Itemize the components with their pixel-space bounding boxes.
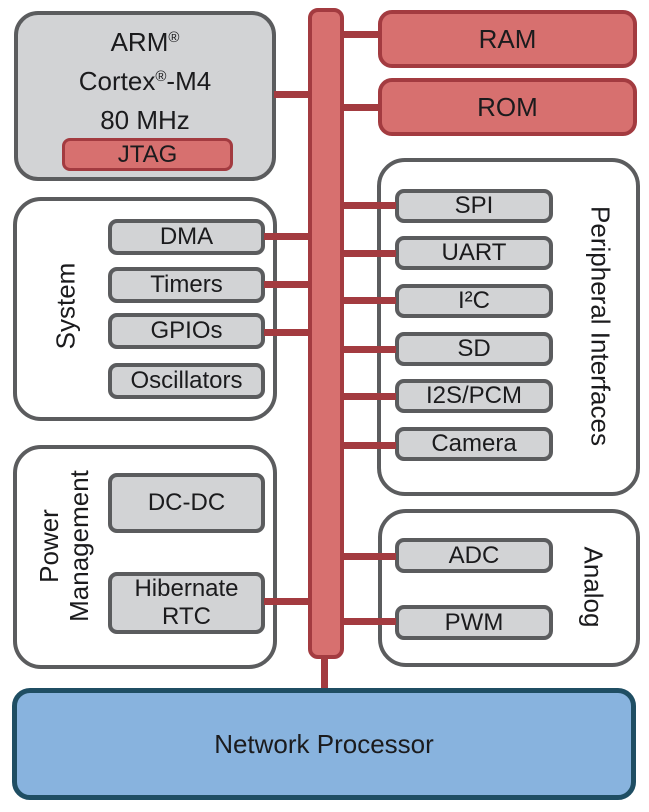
jtag-block: JTAG	[62, 138, 233, 171]
cpu-label-line2: Cortex®-M4	[78, 66, 212, 96]
rom-block: ROM	[378, 78, 637, 136]
power-management-group-label: Power Management	[34, 470, 94, 622]
connector-timers-bus	[264, 281, 310, 288]
sd-block: SD	[395, 332, 553, 366]
hibernate-rtc-block: Hibernate RTC	[108, 572, 265, 634]
power-management-group: Power Management DC-DC Hibernate RTC	[13, 445, 277, 669]
cpu-block: ARM® Cortex®-M4 80 MHz JTAG	[14, 11, 276, 181]
gpios-block: GPIOs	[108, 313, 265, 349]
connector-dma-bus	[264, 233, 310, 240]
adc-block: ADC	[395, 538, 553, 573]
network-processor-block: Network Processor	[12, 688, 636, 800]
connector-bus-pwm	[340, 618, 396, 625]
analog-group: Analog ADC PWM	[378, 509, 640, 667]
connector-bus-rom	[340, 104, 380, 111]
system-group: System DMA Timers GPIOs Oscillators	[13, 197, 277, 421]
ram-block: RAM	[378, 10, 637, 68]
timers-block: Timers	[108, 267, 265, 303]
dc-dc-block: DC-DC	[108, 473, 265, 533]
peripheral-interfaces-group: Peripheral Interfaces SPI UART I²C SD I2…	[377, 158, 640, 496]
pwm-block: PWM	[395, 605, 553, 640]
camera-block: Camera	[395, 427, 553, 461]
dma-block: DMA	[108, 219, 265, 255]
uart-block: UART	[395, 236, 553, 270]
connector-bus-sd	[340, 346, 396, 353]
bus-to-network-connector	[321, 655, 328, 690]
connector-bus-i2s-pcm	[340, 393, 396, 400]
connector-bus-spi	[340, 202, 396, 209]
peripheral-interfaces-group-label: Peripheral Interfaces	[585, 206, 616, 446]
oscillators-block: Oscillators	[108, 363, 265, 399]
cpu-label-line1: ARM®	[110, 27, 180, 57]
cpu-label-line3: 80 MHz	[100, 105, 190, 135]
connector-bus-ram	[340, 31, 380, 38]
registered-mark: ®	[168, 29, 180, 46]
connector-bus-uart	[340, 250, 396, 257]
system-group-label: System	[50, 262, 81, 350]
registered-mark: ®	[155, 68, 167, 85]
connector-gpios-bus	[264, 329, 310, 336]
i2s-pcm-block: I2S/PCM	[395, 379, 553, 413]
analog-group-label: Analog	[578, 546, 609, 628]
connector-bus-adc	[340, 553, 396, 560]
connector-bus-camera	[340, 442, 396, 449]
cpu-label: ARM® Cortex®-M4 80 MHz	[18, 25, 272, 138]
system-bus-bar	[308, 8, 344, 659]
spi-block: SPI	[395, 189, 553, 223]
connector-cpu-bus	[274, 91, 312, 98]
connector-bus-i2c	[340, 297, 396, 304]
connector-hibernate-bus	[264, 598, 310, 605]
i2c-block: I²C	[395, 284, 553, 318]
